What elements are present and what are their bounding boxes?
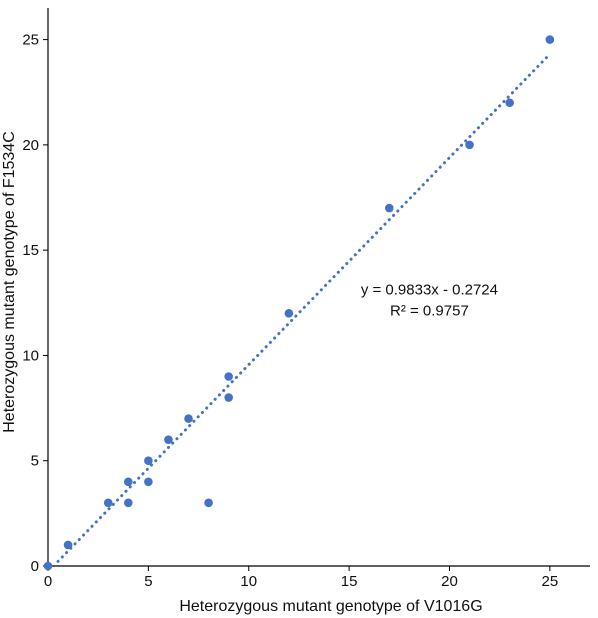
data-point: [144, 477, 153, 487]
data-point: [144, 456, 153, 466]
y-tick-label: 20: [22, 137, 39, 154]
x-tick-label: 25: [542, 573, 559, 590]
y-tick-label: 0: [31, 558, 39, 575]
trendline-equation: y = 0.9833x - 0.2724: [361, 281, 498, 298]
y-tick-label: 10: [22, 347, 39, 364]
x-axis-title: Heterozygous mutant genotype of V1016G: [179, 598, 482, 615]
data-point: [545, 35, 555, 44]
y-tick-label: 5: [31, 453, 39, 470]
data-point: [384, 203, 394, 213]
y-tick-label: 15: [22, 242, 39, 259]
data-point: [164, 435, 173, 444]
trendline: [56, 52, 552, 563]
data-point: [224, 372, 233, 381]
x-tick-label: 15: [341, 573, 358, 590]
y-axis-title: Heterozygous mutant genotype of F1534C: [1, 131, 18, 433]
x-tick-label: 20: [441, 573, 458, 590]
data-points: [43, 35, 555, 571]
data-point: [43, 561, 53, 571]
data-point: [505, 98, 515, 108]
data-point: [224, 393, 233, 402]
y-ticks: 0 5 10 15 20 25: [22, 32, 48, 575]
x-tick-label: 0: [44, 573, 52, 590]
r-squared-label: R² = 0.9757: [390, 302, 469, 319]
x-tick-label: 5: [144, 573, 152, 590]
data-point: [204, 498, 213, 508]
data-point: [63, 540, 73, 550]
x-ticks: 0 5 10 15 20 25: [44, 566, 558, 590]
data-point: [184, 414, 193, 423]
data-point: [284, 309, 294, 318]
data-point: [465, 140, 474, 150]
y-tick-label: 25: [22, 32, 39, 49]
x-tick-label: 10: [240, 573, 257, 590]
axes: [47, 8, 590, 567]
data-point: [123, 498, 133, 508]
data-point: [123, 477, 133, 487]
data-point: [103, 498, 113, 508]
